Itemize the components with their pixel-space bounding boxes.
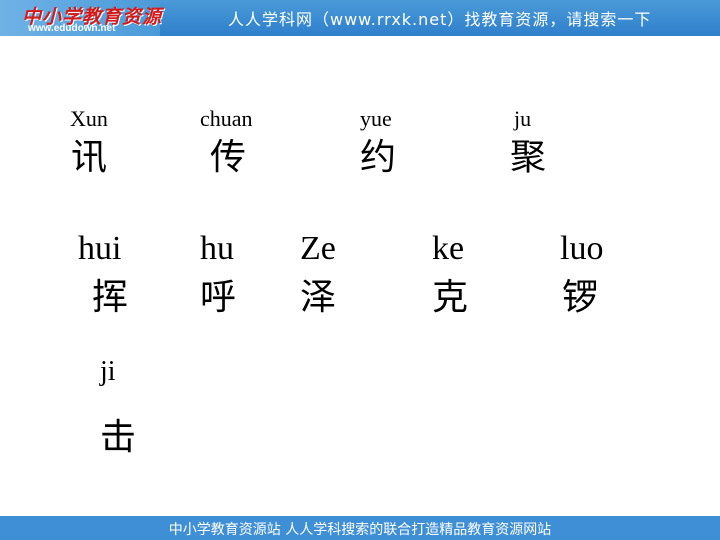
logo-text: 中小学教育资源	[22, 6, 163, 28]
pinyin-ze: Ze	[300, 230, 336, 267]
hanzi-hui: 挥	[92, 277, 129, 318]
site-logo[interactable]: 中小学教育资源 www.edudown.net	[0, 0, 163, 36]
hanzi-luo: 锣	[562, 277, 599, 318]
footer-bar: 中小学教育资源站 人人学科搜索的联合打造精品教育资源网站	[0, 516, 720, 540]
pinyin-ke: ke	[432, 230, 465, 267]
pinyin-ju: ju	[514, 106, 532, 131]
pinyin-ji: ji	[100, 356, 116, 387]
pinyin-xun: Xun	[70, 106, 108, 131]
hanzi-hu: 呼	[200, 277, 237, 318]
pinyin-chuan: chuan	[200, 106, 253, 131]
header-bar: 中小学教育资源 www.edudown.net 人人学科网（www.rrxk.n…	[0, 0, 720, 36]
hanzi-chuan: 传	[210, 137, 247, 178]
pinyin-hu: hu	[200, 230, 234, 267]
hanzi-ze: 泽	[300, 277, 337, 318]
hanzi-ke: 克	[432, 277, 469, 318]
pinyin-yue: yue	[360, 106, 392, 131]
pinyin-hui: hui	[78, 230, 122, 267]
hanzi-xun: 讯	[71, 137, 108, 178]
footer-text: 中小学教育资源站 人人学科搜索的联合打造精品教育资源网站	[168, 522, 552, 538]
hanzi-ju: 聚	[510, 137, 547, 178]
pinyin-luo: luo	[560, 230, 604, 267]
header-title: 人人学科网（www.rrxk.net）找教育资源，请搜索一下	[228, 10, 652, 29]
logo-url[interactable]: www.edudown.net	[28, 23, 116, 34]
hanzi-yue: 约	[360, 137, 397, 178]
hanzi-ji: 击	[100, 417, 137, 458]
